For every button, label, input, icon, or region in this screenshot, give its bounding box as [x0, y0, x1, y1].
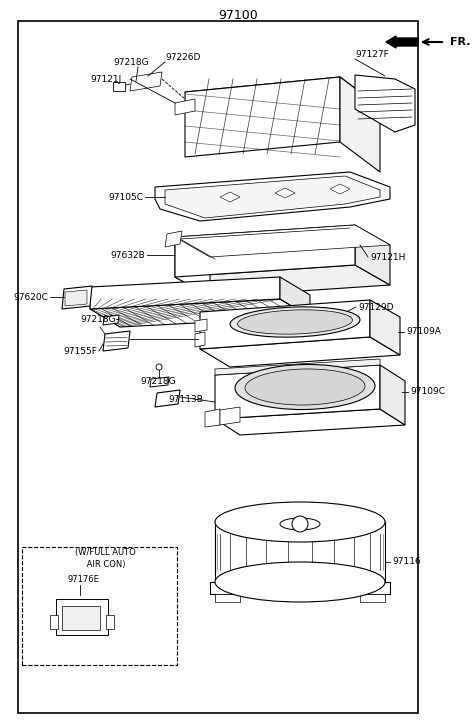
- Polygon shape: [50, 615, 58, 629]
- Polygon shape: [355, 225, 390, 285]
- Circle shape: [156, 364, 162, 370]
- Polygon shape: [215, 365, 380, 419]
- Polygon shape: [380, 365, 405, 425]
- Polygon shape: [215, 409, 405, 435]
- Polygon shape: [220, 407, 240, 425]
- Text: AIR CON): AIR CON): [84, 560, 126, 569]
- Text: 97155F: 97155F: [63, 347, 97, 356]
- Polygon shape: [175, 265, 390, 297]
- Polygon shape: [195, 332, 205, 347]
- Polygon shape: [200, 337, 400, 367]
- Polygon shape: [355, 75, 415, 132]
- Polygon shape: [195, 319, 207, 332]
- Text: 97116: 97116: [392, 558, 421, 566]
- FancyBboxPatch shape: [22, 547, 177, 665]
- Text: 97127F: 97127F: [355, 50, 389, 59]
- Polygon shape: [280, 277, 310, 317]
- Text: 97129D: 97129D: [358, 302, 394, 311]
- FancyBboxPatch shape: [113, 82, 125, 91]
- Polygon shape: [335, 304, 348, 315]
- Ellipse shape: [215, 502, 385, 542]
- Polygon shape: [360, 594, 385, 602]
- Polygon shape: [155, 390, 180, 407]
- Polygon shape: [175, 237, 210, 297]
- Text: 97121H: 97121H: [370, 252, 406, 262]
- Ellipse shape: [215, 562, 385, 602]
- Text: 97226D: 97226D: [165, 53, 200, 62]
- Polygon shape: [330, 184, 350, 194]
- Polygon shape: [210, 582, 390, 594]
- Polygon shape: [90, 299, 310, 327]
- Polygon shape: [150, 377, 169, 387]
- Text: 97109A: 97109A: [406, 327, 441, 337]
- Polygon shape: [275, 188, 295, 198]
- Text: 97176E: 97176E: [68, 574, 100, 584]
- Polygon shape: [165, 176, 380, 218]
- Text: 97109C: 97109C: [410, 387, 445, 396]
- Polygon shape: [175, 99, 195, 115]
- Polygon shape: [215, 359, 380, 375]
- Text: (W/FULL AUTO: (W/FULL AUTO: [75, 548, 135, 558]
- Ellipse shape: [238, 310, 352, 334]
- FancyBboxPatch shape: [18, 21, 418, 713]
- FancyBboxPatch shape: [62, 606, 100, 630]
- Text: 97100: 97100: [218, 9, 258, 22]
- Text: 97218G: 97218G: [80, 315, 116, 324]
- Polygon shape: [90, 277, 280, 309]
- Text: FR.: FR.: [450, 37, 470, 47]
- FancyArrow shape: [386, 36, 418, 48]
- Ellipse shape: [230, 307, 360, 337]
- Polygon shape: [130, 72, 162, 91]
- Ellipse shape: [280, 518, 320, 530]
- Polygon shape: [340, 77, 380, 172]
- Polygon shape: [165, 231, 182, 247]
- Polygon shape: [205, 409, 220, 427]
- Polygon shape: [62, 286, 92, 309]
- Text: 97105C: 97105C: [108, 193, 143, 201]
- Polygon shape: [370, 300, 400, 355]
- Polygon shape: [185, 77, 340, 157]
- FancyBboxPatch shape: [56, 599, 108, 635]
- Polygon shape: [185, 77, 380, 122]
- Polygon shape: [103, 331, 130, 351]
- Text: 97620C: 97620C: [13, 292, 48, 302]
- Polygon shape: [220, 192, 240, 202]
- Text: 97218G: 97218G: [113, 58, 149, 67]
- Polygon shape: [65, 290, 87, 306]
- Ellipse shape: [235, 364, 375, 409]
- Polygon shape: [175, 225, 355, 277]
- Text: 97218G: 97218G: [140, 377, 176, 387]
- Polygon shape: [106, 615, 114, 629]
- Polygon shape: [103, 315, 119, 325]
- Polygon shape: [200, 300, 370, 349]
- Polygon shape: [215, 594, 240, 602]
- Ellipse shape: [245, 369, 365, 405]
- Text: 97121J: 97121J: [90, 74, 121, 84]
- Circle shape: [292, 516, 308, 532]
- Text: 97113B: 97113B: [168, 395, 203, 404]
- Polygon shape: [175, 225, 390, 257]
- Text: 97632B: 97632B: [110, 251, 145, 260]
- Polygon shape: [155, 172, 390, 221]
